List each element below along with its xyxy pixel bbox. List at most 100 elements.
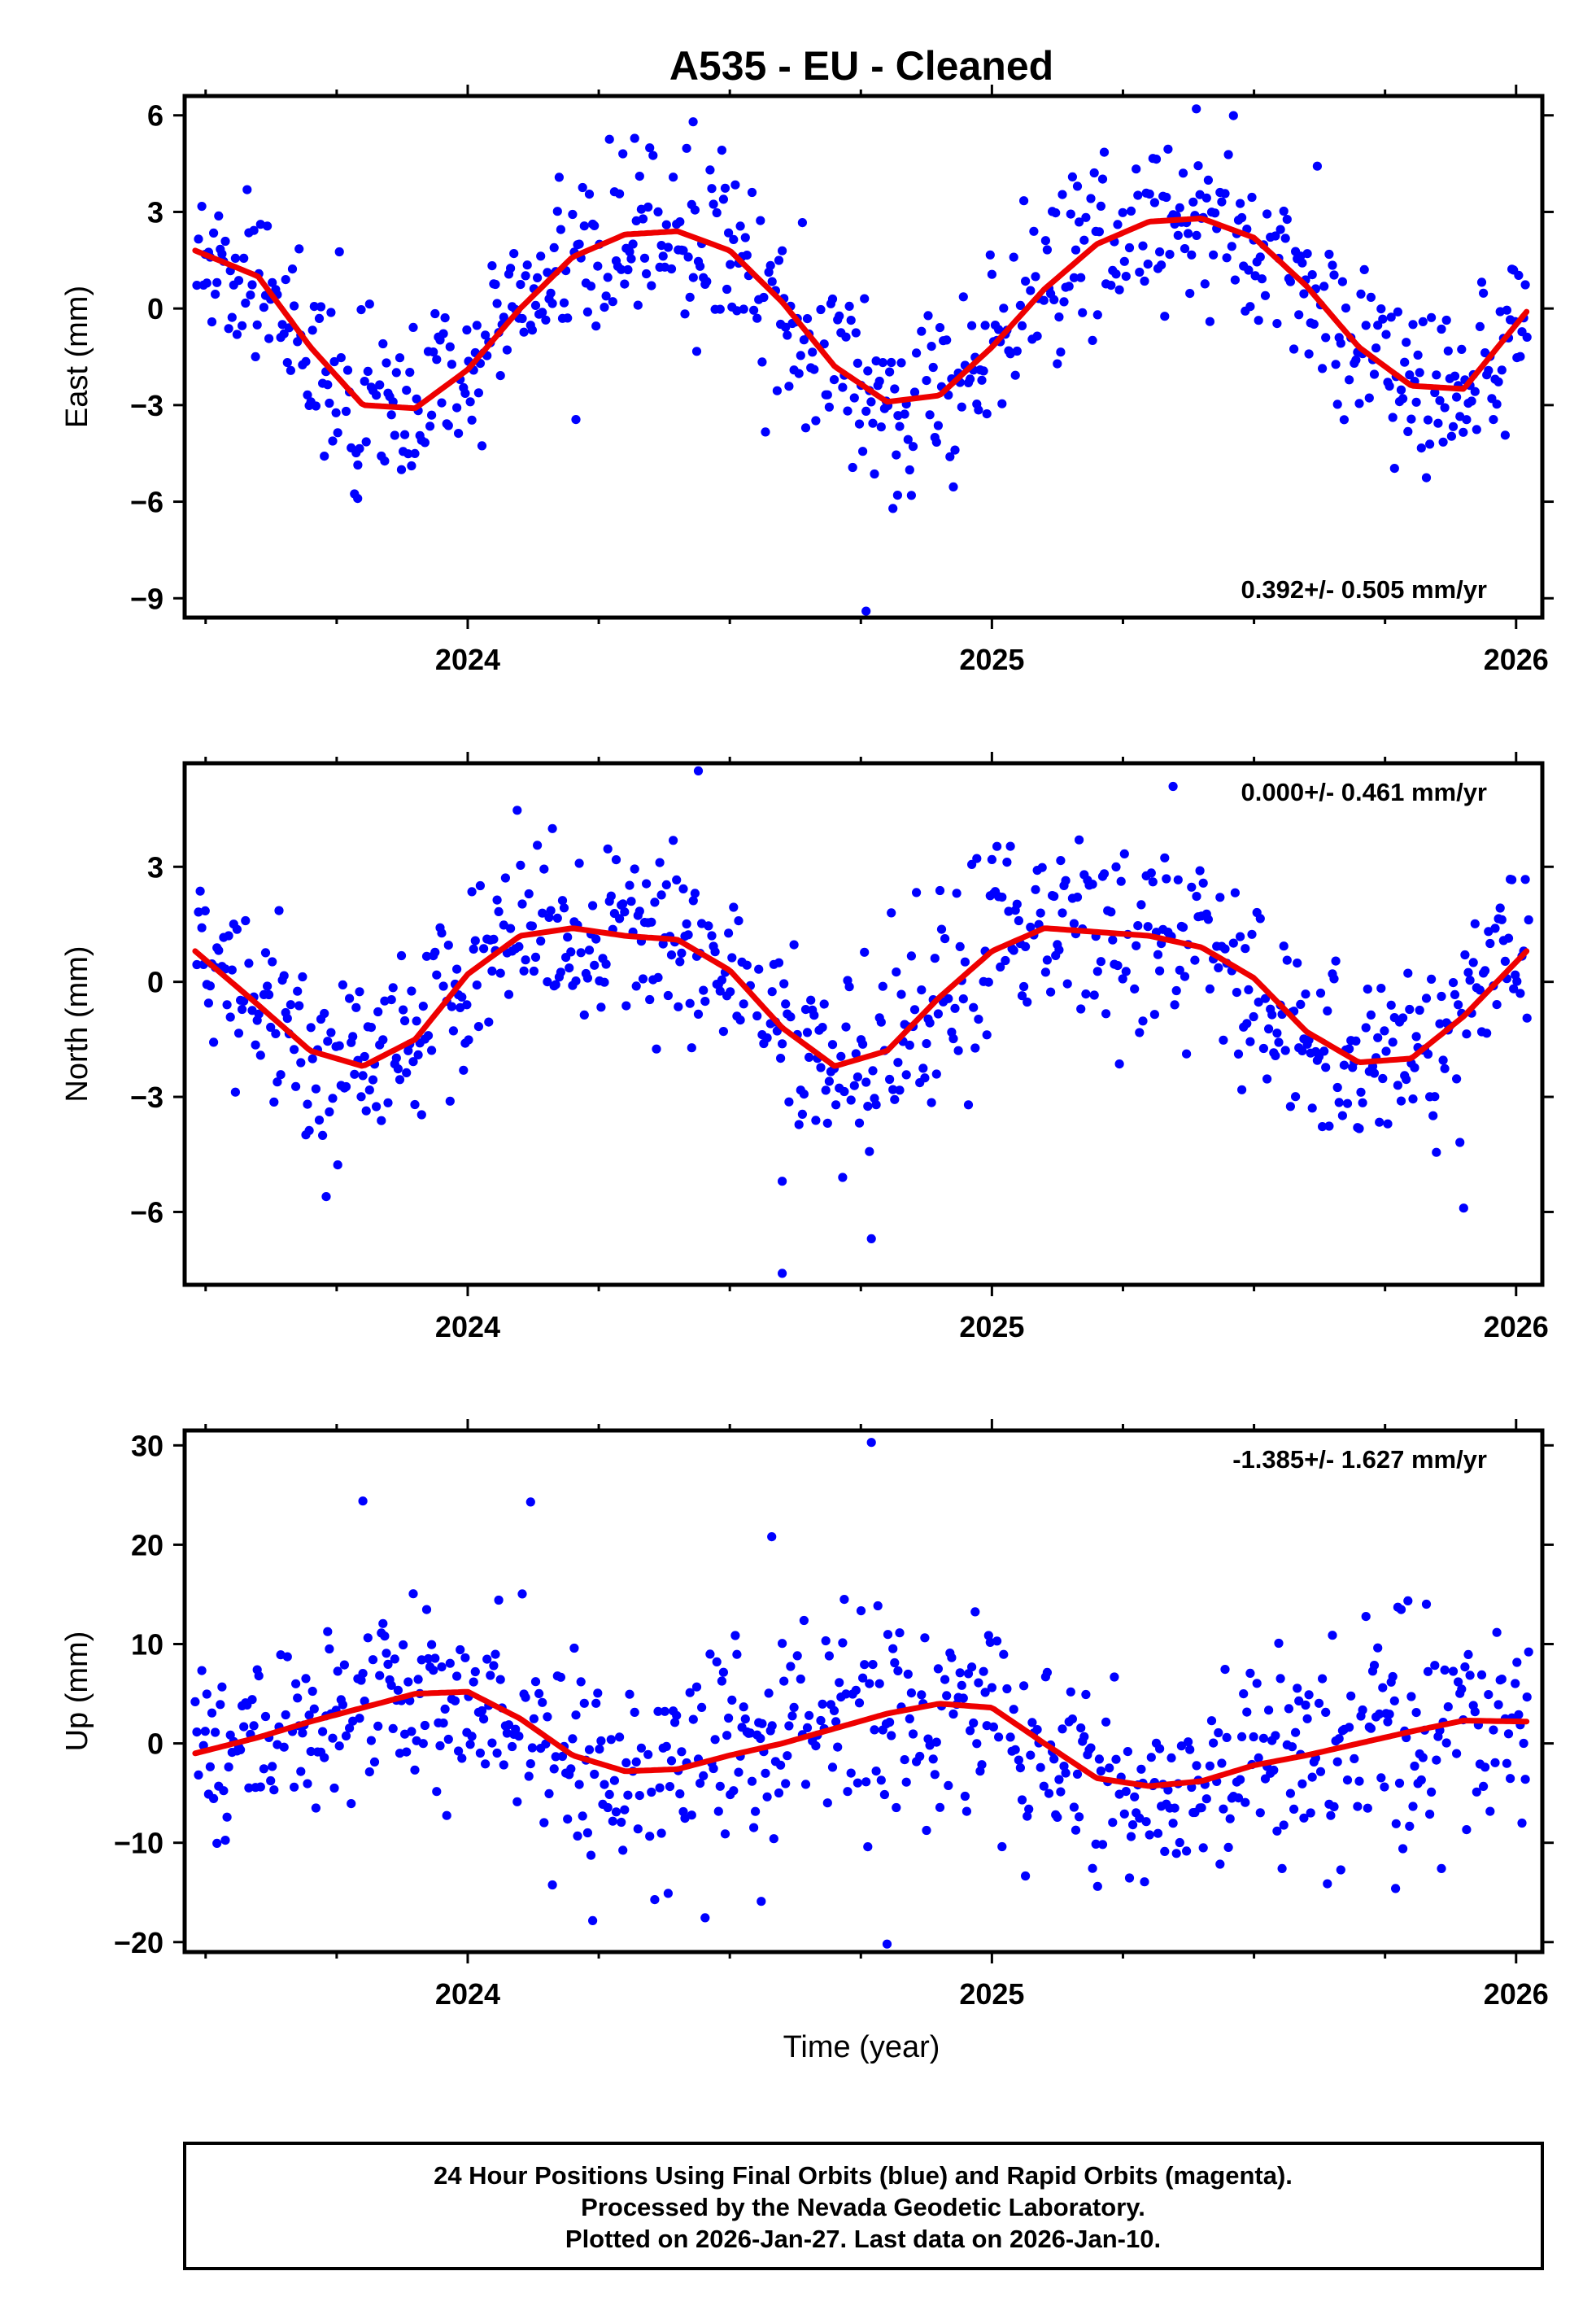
data-point bbox=[241, 298, 251, 308]
data-point bbox=[1345, 1723, 1354, 1732]
data-point bbox=[1351, 355, 1361, 365]
data-point bbox=[372, 1102, 382, 1112]
data-point bbox=[437, 398, 447, 408]
data-point bbox=[574, 239, 584, 249]
data-point bbox=[1076, 1004, 1086, 1014]
data-point bbox=[1037, 863, 1047, 872]
data-point bbox=[1359, 264, 1369, 274]
data-point bbox=[386, 1680, 396, 1690]
data-point bbox=[263, 221, 273, 231]
data-point bbox=[1432, 1755, 1441, 1765]
data-point bbox=[1446, 431, 1456, 441]
data-point bbox=[1326, 1810, 1336, 1820]
data-point bbox=[678, 246, 688, 255]
data-point bbox=[1274, 1638, 1284, 1649]
data-point bbox=[1465, 976, 1475, 985]
data-point bbox=[890, 1094, 900, 1104]
data-point bbox=[1155, 1744, 1165, 1754]
data-point bbox=[935, 885, 945, 896]
data-point bbox=[209, 1793, 219, 1803]
data-point bbox=[320, 452, 329, 461]
data-point bbox=[1376, 1773, 1386, 1783]
data-point bbox=[1249, 1732, 1258, 1742]
data-point bbox=[663, 1889, 674, 1898]
data-point bbox=[1245, 1668, 1255, 1678]
data-point bbox=[1475, 985, 1485, 995]
data-point bbox=[486, 1671, 495, 1680]
data-point bbox=[412, 1016, 421, 1026]
data-point bbox=[846, 1095, 856, 1105]
data-point bbox=[437, 928, 447, 938]
data-point bbox=[273, 1077, 282, 1087]
data-point bbox=[950, 1003, 960, 1013]
data-point bbox=[1403, 426, 1413, 437]
data-point bbox=[1373, 1033, 1383, 1042]
data-point bbox=[729, 234, 739, 244]
data-point bbox=[600, 1780, 609, 1789]
data-point bbox=[192, 1727, 202, 1737]
data-point bbox=[1081, 989, 1091, 999]
data-point bbox=[1467, 396, 1476, 406]
data-point bbox=[818, 1023, 827, 1033]
y-tick-label: 0 bbox=[147, 966, 164, 999]
data-point bbox=[1418, 1753, 1428, 1762]
data-point bbox=[955, 941, 965, 951]
data-point bbox=[1334, 1098, 1344, 1107]
data-point bbox=[437, 1662, 447, 1672]
data-point bbox=[838, 382, 848, 392]
data-point bbox=[1241, 1797, 1250, 1807]
data-point bbox=[1272, 1029, 1282, 1038]
data-point bbox=[631, 981, 641, 991]
data-point bbox=[608, 297, 617, 307]
data-point bbox=[554, 173, 565, 182]
data-point bbox=[469, 944, 478, 954]
data-point bbox=[363, 366, 373, 376]
data-point bbox=[1121, 272, 1131, 282]
data-point bbox=[511, 1724, 521, 1734]
data-point bbox=[1092, 967, 1102, 976]
data-point bbox=[1332, 400, 1342, 409]
data-point bbox=[621, 1001, 631, 1011]
data-point bbox=[917, 1690, 927, 1700]
data-point bbox=[502, 1728, 512, 1738]
data-point bbox=[1356, 1087, 1366, 1097]
data-point bbox=[236, 1745, 246, 1754]
data-point bbox=[489, 1661, 499, 1671]
data-point bbox=[1472, 425, 1481, 435]
data-point bbox=[851, 1049, 861, 1059]
data-point bbox=[784, 1097, 794, 1107]
data-point bbox=[1410, 1063, 1419, 1072]
data-point bbox=[1358, 1098, 1367, 1107]
data-point bbox=[1342, 1775, 1353, 1785]
data-point bbox=[334, 247, 344, 257]
data-point bbox=[1185, 1745, 1195, 1754]
data-point bbox=[360, 1051, 369, 1062]
data-point bbox=[809, 1011, 819, 1020]
data-point bbox=[682, 919, 691, 929]
data-point bbox=[538, 908, 547, 918]
data-point bbox=[707, 184, 717, 194]
data-point bbox=[1476, 277, 1487, 287]
data-point bbox=[811, 416, 821, 426]
data-point bbox=[1019, 981, 1029, 992]
data-point bbox=[663, 242, 674, 252]
data-point bbox=[611, 1807, 621, 1817]
data-point bbox=[1023, 997, 1032, 1007]
data-point bbox=[1215, 1859, 1225, 1869]
data-point bbox=[1119, 256, 1129, 266]
data-point bbox=[194, 1770, 203, 1780]
data-point bbox=[1010, 1745, 1020, 1754]
data-point bbox=[378, 1035, 388, 1045]
data-point bbox=[203, 998, 213, 1008]
data-point bbox=[1015, 300, 1025, 310]
data-point bbox=[700, 997, 710, 1007]
data-point bbox=[1042, 1667, 1052, 1677]
data-point bbox=[931, 437, 941, 448]
data-point bbox=[1157, 260, 1166, 270]
data-point bbox=[333, 1666, 342, 1676]
data-point bbox=[1428, 1111, 1438, 1120]
data-point bbox=[987, 1683, 996, 1692]
data-point bbox=[712, 207, 722, 218]
data-point bbox=[927, 1098, 936, 1107]
data-point bbox=[217, 1682, 227, 1692]
